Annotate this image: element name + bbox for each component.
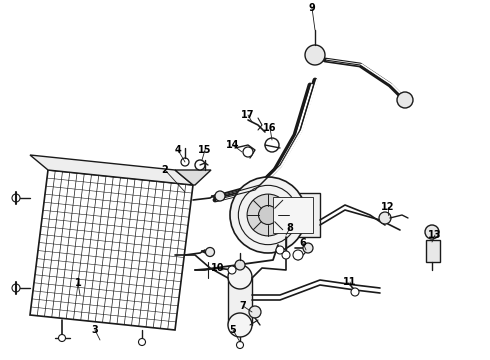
Circle shape [305, 45, 325, 65]
Text: 9: 9 [309, 3, 316, 13]
Text: 2: 2 [162, 165, 169, 175]
Text: 5: 5 [230, 325, 236, 335]
Circle shape [181, 158, 189, 166]
Bar [270, 193, 320, 237]
Text: 7: 7 [240, 301, 246, 311]
Polygon shape [175, 170, 211, 185]
Text: 17: 17 [241, 110, 255, 120]
Text: 12: 12 [381, 202, 395, 212]
Circle shape [243, 147, 253, 157]
Text: 16: 16 [263, 123, 277, 133]
Circle shape [247, 194, 289, 236]
Text: 14: 14 [226, 140, 240, 150]
Circle shape [379, 212, 391, 224]
Text: 8: 8 [287, 223, 294, 233]
Circle shape [293, 250, 303, 260]
Polygon shape [30, 155, 193, 185]
Circle shape [228, 313, 252, 337]
Circle shape [230, 177, 306, 253]
Text: 13: 13 [428, 230, 442, 240]
Circle shape [259, 206, 277, 225]
Circle shape [237, 342, 244, 348]
Circle shape [397, 92, 413, 108]
Text: 3: 3 [92, 325, 98, 335]
Circle shape [228, 266, 236, 274]
Circle shape [265, 138, 279, 152]
Text: 4: 4 [174, 145, 181, 155]
Bar [426, 240, 440, 262]
Circle shape [425, 225, 439, 239]
Text: 1: 1 [74, 278, 81, 288]
Bar [228, 277, 252, 325]
Circle shape [205, 248, 215, 256]
Circle shape [58, 334, 66, 342]
Bar [273, 197, 313, 233]
Circle shape [249, 306, 261, 318]
Circle shape [12, 194, 20, 202]
Circle shape [282, 251, 290, 259]
Polygon shape [30, 170, 193, 330]
Text: 11: 11 [343, 277, 357, 287]
Circle shape [228, 265, 252, 289]
Circle shape [235, 260, 245, 270]
Text: 6: 6 [299, 238, 306, 248]
Circle shape [215, 191, 225, 201]
Circle shape [12, 284, 20, 292]
Circle shape [139, 338, 146, 346]
Text: 10: 10 [211, 263, 225, 273]
Circle shape [351, 288, 359, 296]
Circle shape [276, 246, 284, 254]
Circle shape [195, 160, 205, 170]
Circle shape [303, 243, 313, 253]
Text: 15: 15 [198, 145, 212, 155]
